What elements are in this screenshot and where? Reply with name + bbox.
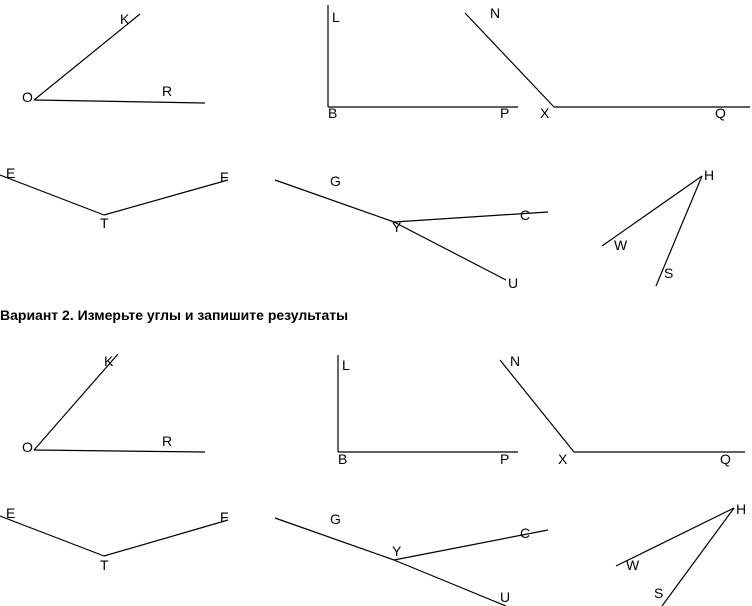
point-label-X-NXQ-set1: X: [558, 451, 568, 467]
point-label-H-WHS-set0: H: [704, 167, 714, 183]
point-label-Y-GYU_C-set1: Y: [392, 543, 402, 559]
point-label-C-GYU_C-set0: C: [520, 207, 530, 223]
point-label-S-WHS-set0: S: [664, 265, 673, 281]
point-label-E-ETF-set0: E: [6, 165, 15, 181]
point-label-X-NXQ-set0: X: [540, 105, 550, 121]
point-label-Q-NXQ-set0: Q: [715, 105, 726, 121]
point-label-U-GYU_C-set1: U: [500, 589, 510, 605]
point-label-R-KOR-set0: R: [162, 83, 172, 99]
variant-title: Вариант 2. Измерьте углы и запишите резу…: [0, 307, 348, 323]
point-label-K-KOR-set1: K: [104, 353, 114, 369]
point-label-P-LBP-set1: P: [500, 451, 509, 467]
point-label-N-NXQ-set0: N: [490, 5, 500, 21]
point-label-Q-NXQ-set1: Q: [720, 451, 731, 467]
point-label-B-LBP-set1: B: [338, 451, 347, 467]
point-label-O-KOR-set1: O: [22, 439, 33, 455]
point-label-W-WHS-set1: W: [626, 557, 640, 573]
point-label-F-ETF-set1: F: [220, 509, 229, 525]
canvas-background: [0, 0, 752, 606]
point-label-S-WHS-set1: S: [654, 585, 663, 601]
point-label-T-ETF-set0: T: [100, 215, 109, 231]
point-label-O-KOR-set0: O: [22, 89, 33, 105]
point-label-C-GYU_C-set1: C: [520, 525, 530, 541]
point-label-Y-GYU_C-set0: Y: [392, 219, 402, 235]
point-label-W-WHS-set0: W: [614, 237, 628, 253]
point-label-N-NXQ-set1: N: [510, 353, 520, 369]
point-label-F-ETF-set0: F: [220, 169, 229, 185]
point-label-E-ETF-set1: E: [6, 505, 15, 521]
point-label-H-WHS-set1: H: [736, 501, 746, 517]
point-label-L-LBP-set0: L: [332, 9, 340, 25]
point-label-G-GYU_C-set0: G: [330, 173, 341, 189]
point-label-L-LBP-set1: L: [342, 357, 350, 373]
point-label-R-KOR-set1: R: [162, 433, 172, 449]
point-label-P-LBP-set0: P: [500, 105, 509, 121]
point-label-K-KOR-set0: K: [120, 11, 130, 27]
point-label-U-GYU_C-set0: U: [508, 275, 518, 291]
point-label-B-LBP-set0: B: [328, 105, 337, 121]
point-label-T-ETF-set1: T: [100, 557, 109, 573]
point-label-G-GYU_C-set1: G: [330, 511, 341, 527]
